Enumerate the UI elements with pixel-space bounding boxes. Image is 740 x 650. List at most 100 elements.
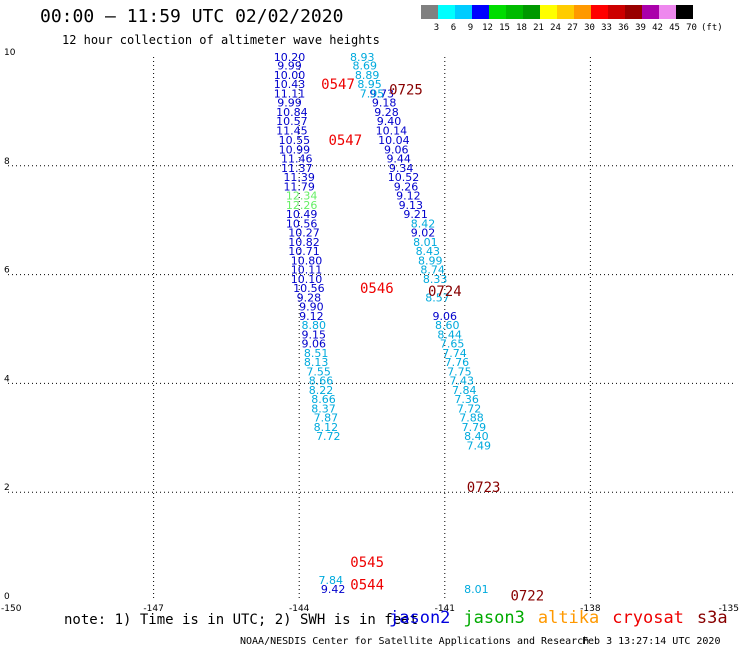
wave-height-label: 10.57 — [276, 115, 308, 128]
timestamp-text: Feb 3 13:27:14 UTC 2020 — [582, 636, 721, 647]
y-tick-label: 2 — [4, 483, 10, 493]
wave-height-label: 11.45 — [276, 124, 308, 137]
wave-height-label: 9.02 — [411, 227, 436, 240]
wave-height-label: 7.36 — [454, 393, 479, 406]
wave-height-label: 9.26 — [394, 180, 419, 193]
color-scale-swatch — [676, 5, 693, 19]
y-tick-label: 10 — [4, 48, 16, 58]
wave-height-label: 8.42 — [411, 217, 436, 230]
legend-item: altika — [537, 608, 600, 628]
wave-height-label: 8.74 — [420, 264, 445, 277]
color-scale-swatch — [438, 5, 455, 19]
wave-height-label: 8.37 — [311, 402, 336, 415]
color-scale-swatch — [625, 5, 642, 19]
wave-height-label: 7.72 — [316, 430, 341, 443]
wave-height-label: 8.13 — [304, 356, 329, 369]
color-scale-label: 36 — [618, 23, 629, 33]
wave-height-label: 8.93 — [350, 51, 375, 64]
color-scale-label: 70 — [686, 23, 697, 33]
x-tick-label: -138 — [580, 604, 601, 614]
y-tick-label: 6 — [4, 266, 10, 276]
color-scale-swatch — [540, 5, 557, 19]
wave-height-label: 9.06 — [302, 338, 327, 351]
time-label: 0546 — [360, 281, 394, 297]
wave-height-label: 9.28 — [297, 291, 322, 304]
wave-height-label: 10.52 — [388, 171, 420, 184]
chart-subtitle: 12 hour collection of altimeter wave hei… — [62, 33, 380, 47]
wave-height-label: 7.76 — [445, 356, 470, 369]
color-scale-swatch — [506, 5, 523, 19]
wave-height-label: 7.75 — [447, 365, 472, 378]
wave-height-label: 10.99 — [279, 143, 311, 156]
wave-height-label: 9.90 — [299, 301, 324, 314]
x-tick-label: -135 — [719, 604, 739, 614]
legend-item: cryosat — [612, 608, 684, 628]
wave-height-label: 11.37 — [281, 162, 313, 175]
wave-height-label: 11.39 — [283, 171, 315, 184]
time-label: 0723 — [467, 480, 501, 496]
color-scale-swatch — [642, 5, 659, 19]
legend-item: jason3 — [463, 608, 525, 628]
wave-height-label: 9.06 — [384, 143, 409, 156]
wave-height-label: 7.43 — [450, 375, 475, 388]
color-scale-label: 6 — [450, 23, 457, 33]
wave-height-label: 8.43 — [416, 245, 441, 258]
color-scale-label: 42 — [652, 23, 663, 33]
wave-height-label: 10.11 — [291, 264, 323, 277]
wave-height-label: 8.40 — [464, 430, 489, 443]
color-scale-label: 33 — [601, 23, 612, 33]
time-label: 0722 — [510, 589, 544, 605]
x-tick-label: -141 — [435, 604, 455, 614]
wave-height-label: 12.34 — [286, 190, 318, 203]
wave-height-label: 9.15 — [302, 328, 327, 341]
wave-height-label: 11.79 — [283, 180, 315, 193]
x-tick-label: -150 — [1, 604, 22, 614]
wave-height-label: 7.65 — [440, 338, 465, 351]
wave-height-label: 7.87 — [314, 412, 339, 425]
wave-height-label: 8.99 — [418, 254, 443, 267]
wave-height-label: 8.89 — [355, 69, 380, 82]
wave-height-label: 9.40 — [377, 115, 402, 128]
wave-height-label: 9.28 — [374, 106, 399, 119]
wave-height-label: 9.06 — [433, 310, 458, 323]
time-label: 0547 — [328, 133, 362, 149]
wave-height-label: 10.27 — [288, 227, 320, 240]
color-scale-label: 24 — [550, 23, 561, 33]
color-scale-swatch — [472, 5, 489, 19]
wave-height-label: 9.34 — [389, 162, 414, 175]
wave-height-label: 8.66 — [309, 375, 334, 388]
wave-height-label: 9.99 — [277, 97, 302, 110]
color-scale-swatch — [591, 5, 608, 19]
wave-height-label: 7.55 — [306, 365, 331, 378]
color-scale-label: 30 — [584, 23, 595, 33]
wave-height-label: 12.26 — [286, 199, 318, 212]
wave-height-label: 10.14 — [376, 124, 408, 137]
wave-height-label: 10.71 — [288, 245, 320, 258]
wave-height-label: 9.12 — [396, 190, 421, 203]
y-tick-label: 4 — [4, 374, 10, 384]
wave-height-label: 10.43 — [274, 78, 306, 91]
time-label: 0545 — [350, 555, 384, 571]
note-text: note: 1) Time is in UTC; 2) SWH is in fe… — [64, 612, 419, 628]
wave-height-label: 7.88 — [459, 412, 484, 425]
time-label: 0544 — [350, 578, 384, 594]
color-scale-label: 12 — [482, 23, 493, 33]
color-scale-label: 27 — [567, 23, 578, 33]
wave-height-label: 8.01 — [464, 583, 489, 596]
wave-height-label: 11.11 — [274, 87, 306, 100]
color-scale-label: 9 — [467, 23, 474, 33]
wave-height-label: 7.84 — [452, 384, 477, 397]
x-tick-label: -147 — [143, 604, 163, 614]
wave-height-label: 8.95 — [357, 78, 382, 91]
wave-height-label: 8.22 — [309, 384, 334, 397]
color-scale-label: 15 — [499, 23, 510, 33]
time-label: 0725 — [389, 83, 423, 99]
color-scale-swatch — [659, 5, 676, 19]
color-scale-swatch — [608, 5, 625, 19]
x-tick-label: -144 — [289, 604, 310, 614]
color-scale-swatch — [421, 5, 438, 19]
color-scale-swatch — [523, 5, 540, 19]
wave-height-label: 11.46 — [281, 153, 313, 166]
wave-height-label: 9.44 — [386, 153, 411, 166]
satellite-legend: jason2 jason3 altika cryosat s3a — [389, 608, 740, 628]
